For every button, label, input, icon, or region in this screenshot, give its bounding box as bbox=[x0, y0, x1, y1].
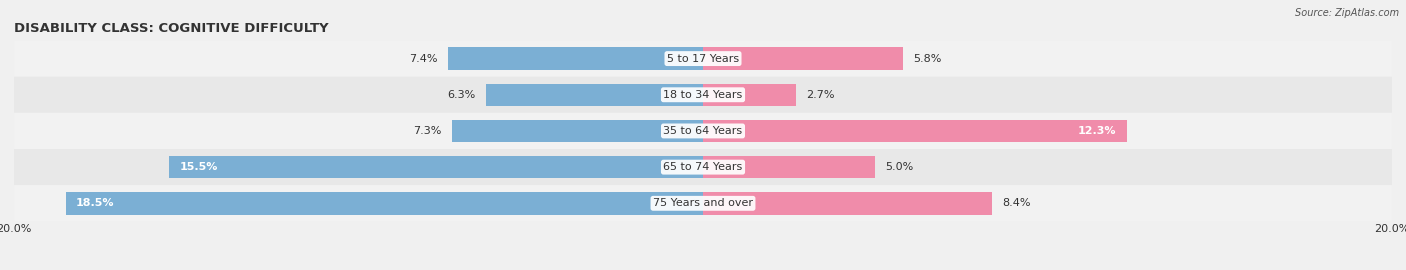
Text: DISABILITY CLASS: COGNITIVE DIFFICULTY: DISABILITY CLASS: COGNITIVE DIFFICULTY bbox=[14, 22, 329, 35]
Text: 12.3%: 12.3% bbox=[1078, 126, 1116, 136]
FancyBboxPatch shape bbox=[14, 149, 1392, 185]
Text: 5.8%: 5.8% bbox=[912, 53, 942, 64]
Bar bbox=[66, 192, 703, 215]
Text: 8.4%: 8.4% bbox=[1002, 198, 1031, 208]
Text: 7.3%: 7.3% bbox=[413, 126, 441, 136]
FancyBboxPatch shape bbox=[14, 77, 1392, 113]
Text: 18.5%: 18.5% bbox=[76, 198, 114, 208]
Text: Source: ZipAtlas.com: Source: ZipAtlas.com bbox=[1295, 8, 1399, 18]
Bar bbox=[449, 47, 703, 70]
Text: 5 to 17 Years: 5 to 17 Years bbox=[666, 53, 740, 64]
Bar bbox=[451, 120, 703, 142]
Text: 65 to 74 Years: 65 to 74 Years bbox=[664, 162, 742, 172]
Text: 2.7%: 2.7% bbox=[807, 90, 835, 100]
Text: 5.0%: 5.0% bbox=[886, 162, 914, 172]
Bar bbox=[703, 156, 875, 178]
Text: 6.3%: 6.3% bbox=[447, 90, 475, 100]
Bar bbox=[703, 83, 796, 106]
Text: 15.5%: 15.5% bbox=[180, 162, 218, 172]
FancyBboxPatch shape bbox=[14, 185, 1392, 221]
Text: 7.4%: 7.4% bbox=[409, 53, 437, 64]
Bar bbox=[703, 120, 1126, 142]
Bar bbox=[169, 156, 703, 178]
Text: 35 to 64 Years: 35 to 64 Years bbox=[664, 126, 742, 136]
FancyBboxPatch shape bbox=[14, 40, 1392, 77]
FancyBboxPatch shape bbox=[14, 113, 1392, 149]
Text: 18 to 34 Years: 18 to 34 Years bbox=[664, 90, 742, 100]
Text: 75 Years and over: 75 Years and over bbox=[652, 198, 754, 208]
Bar bbox=[703, 192, 993, 215]
Bar bbox=[703, 47, 903, 70]
Bar bbox=[486, 83, 703, 106]
